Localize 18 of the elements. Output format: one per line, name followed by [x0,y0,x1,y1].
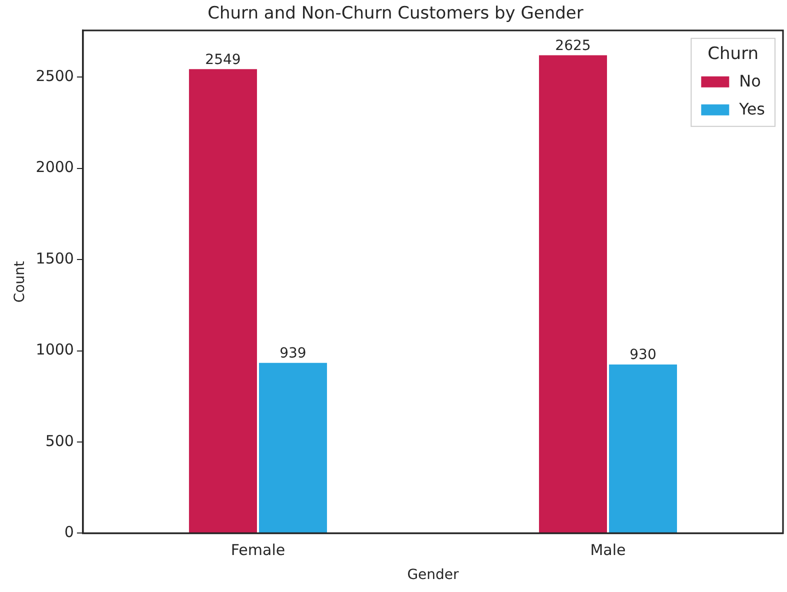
x-axis-title: Gender [407,567,460,584]
y-axis-title: Count [12,260,28,303]
legend-title: Churn [708,44,759,64]
y-tick-label: 1500 [36,249,74,268]
data-label: 2625 [555,38,591,54]
y-tick-label: 0 [64,523,74,542]
data-label: 2549 [205,52,241,68]
x-tick-label: Male [590,541,626,560]
data-label: 939 [280,346,306,362]
legend-label: Yes [738,100,765,119]
chart-title: Churn and Non-Churn Customers by Gender [208,4,584,24]
x-tick-label: Female [230,541,286,560]
y-tick-label: 500 [45,432,74,450]
y-tick-label: 2500 [36,66,74,85]
data-label: 930 [630,347,656,364]
legend-label: No [739,72,761,91]
y-tick-label: 1000 [36,340,74,359]
y-tick-label: 2000 [36,158,74,176]
